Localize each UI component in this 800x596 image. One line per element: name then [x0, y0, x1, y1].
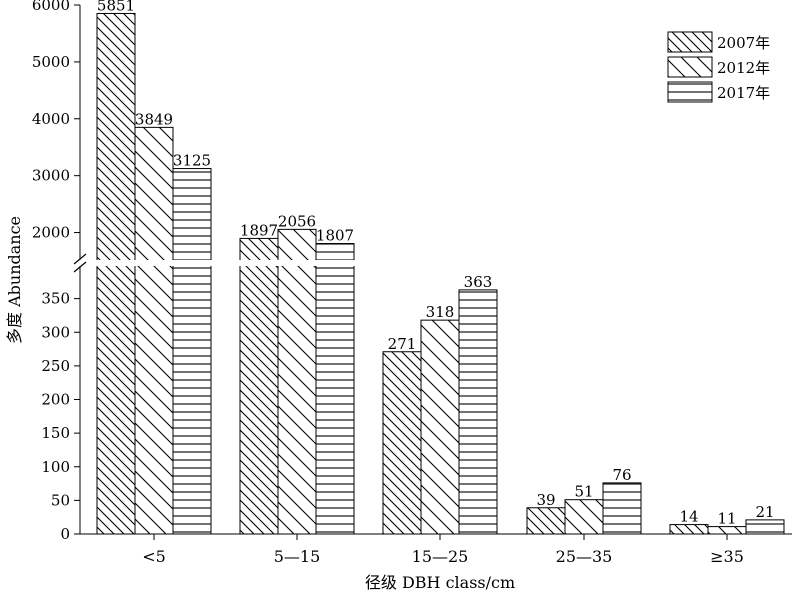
data-label: 76 — [612, 466, 631, 484]
data-label: 3125 — [173, 152, 211, 170]
data-label: 1897 — [240, 221, 278, 239]
legend: 2007年 2012年 2017年 — [667, 31, 770, 103]
bar-1-2 — [315, 243, 355, 535]
legend-label-2017: 2017年 — [717, 84, 770, 102]
data-label: 1807 — [316, 227, 354, 245]
axis-break-mark-top — [73, 253, 87, 265]
bar-3-1 — [564, 499, 604, 535]
legend-swatch-2017 — [667, 81, 713, 103]
x-tick-label: ≥35 — [710, 547, 744, 566]
tick-layer: 0 50 100 150 200 250 300 350 2000 3000 4000 5000 600… — [32, 0, 744, 566]
bar-2-2 — [458, 289, 498, 535]
legend-label-2007: 2007年 — [717, 34, 770, 52]
y-tick-label: 0 — [60, 525, 70, 543]
axis-break — [60, 253, 800, 273]
bar-2-1 — [420, 319, 460, 535]
bar-0-0 — [96, 12, 136, 535]
x-tick-label: 15—25 — [412, 547, 469, 566]
bar-3-2 — [602, 482, 642, 535]
bar-0-1 — [134, 126, 174, 535]
data-label: 318 — [426, 303, 455, 321]
data-label: 5851 — [97, 0, 135, 14]
bar-4-1 — [707, 526, 747, 535]
y-axis-title: 多度 Abundance — [5, 216, 24, 344]
data-label: 51 — [574, 483, 593, 501]
bars-layer — [96, 12, 785, 535]
data-label: 2056 — [278, 212, 316, 230]
y-tick-label: 5000 — [32, 53, 70, 71]
y-tick-label: 300 — [41, 323, 70, 341]
y-tick-label: 50 — [51, 491, 70, 509]
y-tick-label: 200 — [41, 391, 70, 409]
legend-swatch-2012 — [667, 56, 713, 78]
y-tick-label: 6000 — [32, 0, 70, 14]
legend-swatch-2007 — [667, 31, 713, 53]
y-tick-label: 2000 — [32, 224, 70, 242]
x-tick-label: 5—15 — [274, 547, 321, 566]
bar-1-0 — [239, 237, 279, 535]
x-tick-label: 25—35 — [556, 547, 613, 566]
y-tick-label: 4000 — [32, 110, 70, 128]
y-tick-label: 3000 — [32, 167, 70, 185]
axis-break-mark-bottom — [73, 261, 87, 273]
x-tick-label: <5 — [142, 547, 166, 566]
y-tick-label: 100 — [41, 458, 70, 476]
bar-2-0 — [382, 351, 422, 535]
data-label: 11 — [717, 510, 736, 528]
y-tick-label: 150 — [41, 424, 70, 442]
data-label: 271 — [388, 335, 417, 353]
data-label: 363 — [464, 273, 493, 291]
bar-4-0 — [669, 524, 709, 535]
data-label: 39 — [536, 491, 555, 509]
y-tick-label: 250 — [41, 357, 70, 375]
data-label: 3849 — [135, 110, 173, 128]
bar-3-0 — [526, 507, 566, 535]
bar-1-1 — [277, 228, 317, 535]
bar-0-2 — [172, 168, 212, 535]
data-label: 21 — [755, 503, 774, 521]
data-label: 14 — [679, 508, 698, 526]
bar-4-2 — [745, 519, 785, 535]
legend-label-2012: 2012年 — [717, 59, 770, 77]
y-tick-label: 350 — [41, 290, 70, 308]
axis-break-gap — [60, 260, 800, 266]
x-axis-title: 径级 DBH class/cm — [365, 573, 515, 592]
